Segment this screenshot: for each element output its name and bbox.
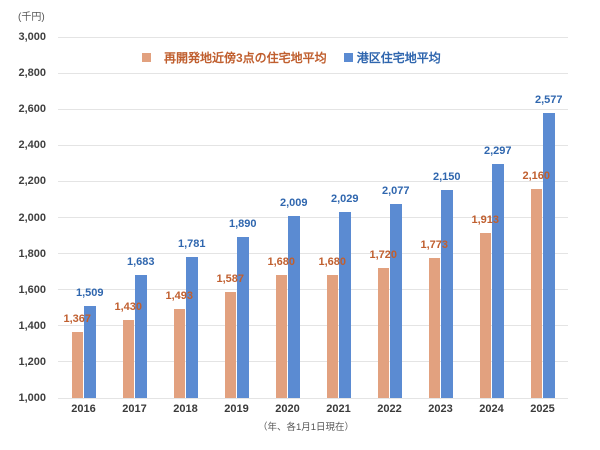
- gridline: [58, 397, 568, 399]
- bar-value-label-minato-avg-2024: 2,297: [483, 144, 512, 157]
- y-axis-tick-label: 1,800: [18, 247, 46, 260]
- bar-value-label-redevelopment-avg-2016: 1,367: [63, 312, 92, 325]
- legend-swatch-redevelopment-avg-icon: [142, 53, 151, 62]
- bar-value-label-redevelopment-avg-2025: 2,160: [522, 169, 551, 182]
- y-axis-tick-label: 1,000: [18, 392, 46, 404]
- bar-value-label-minato-avg-2021: 2,029: [330, 193, 359, 206]
- bar-minato-avg-2017: [135, 274, 147, 398]
- bar-redevelopment-avg-2016: [71, 331, 83, 398]
- bar-value-label-redevelopment-avg-2017: 1,430: [114, 301, 143, 314]
- bar-minato-avg-2023: [441, 190, 453, 398]
- x-axis-label-2021: 2021: [326, 403, 351, 415]
- y-axis-tick-label: 2,800: [18, 67, 46, 80]
- bar-redevelopment-avg-2023: [428, 258, 440, 398]
- x-axis-label-2019: 2019: [224, 403, 249, 415]
- bar-value-label-minato-avg-2022: 2,077: [381, 184, 410, 197]
- bar-value-label-redevelopment-avg-2022: 1,720: [369, 249, 398, 262]
- bar-minato-avg-2019: [237, 237, 249, 398]
- gridline: [58, 108, 568, 110]
- bar-minato-avg-2020: [288, 215, 300, 398]
- bar-value-label-redevelopment-avg-2024: 1,913: [471, 214, 500, 227]
- y-axis-tick-label: 2,200: [18, 175, 46, 188]
- bar-value-label-redevelopment-avg-2019: 1,587: [216, 273, 245, 286]
- bar-minato-avg-2025: [543, 113, 555, 398]
- x-axis-label-2025: 2025: [530, 403, 555, 415]
- x-axis-label-2022: 2022: [377, 403, 402, 415]
- gridline: [58, 325, 568, 327]
- y-axis-tick-label: 1,600: [18, 283, 46, 296]
- bar-redevelopment-avg-2024: [479, 233, 491, 398]
- legend-item-redevelopment-avg: 再開発地近傍3点の住宅地平均: [142, 49, 327, 66]
- bar-value-label-minato-avg-2020: 2,009: [279, 196, 308, 209]
- legend-label-redevelopment-avg: 再開発地近傍3点の住宅地平均: [164, 51, 327, 65]
- x-axis-label-2018: 2018: [173, 403, 198, 415]
- bar-redevelopment-avg-2020: [275, 275, 287, 398]
- y-axis-unit-label: (千円): [18, 12, 45, 23]
- legend-label-minato-avg: 港区住宅地平均: [356, 51, 441, 65]
- gridline: [58, 180, 568, 182]
- bar-redevelopment-avg-2017: [122, 320, 134, 398]
- gridline: [58, 289, 568, 291]
- gridline: [58, 361, 568, 363]
- y-axis-tick-label: 3,000: [18, 31, 46, 43]
- y-axis-tick-label: 1,200: [18, 355, 46, 368]
- x-axis-footnote: （年、各1月1日現在）: [257, 422, 355, 433]
- gridline: [58, 36, 568, 38]
- bar-value-label-minato-avg-2023: 2,150: [432, 171, 461, 184]
- bar-value-label-minato-avg-2016: 1,509: [75, 287, 104, 300]
- gridline: [58, 144, 568, 146]
- bar-minato-avg-2021: [339, 212, 351, 398]
- y-axis-tick-label: 1,400: [18, 319, 46, 332]
- x-axis-label-2016: 2016: [71, 403, 96, 415]
- bar-redevelopment-avg-2022: [377, 268, 389, 398]
- x-axis-label-2024: 2024: [479, 403, 504, 415]
- bar-value-label-redevelopment-avg-2020: 1,680: [267, 256, 296, 269]
- bar-minato-avg-2024: [492, 163, 504, 398]
- plot-area: 1,367 1,509 1,430 1,683 1,493 1,781 1,587 1,890…: [58, 36, 568, 399]
- y-axis-tick-label: 2,000: [18, 211, 46, 224]
- bar-value-label-redevelopment-avg-2021: 1,680: [318, 256, 347, 269]
- x-axis-label-2017: 2017: [122, 403, 147, 415]
- bar-redevelopment-avg-2025: [530, 188, 542, 398]
- y-axis-tick-label: 2,600: [18, 103, 46, 116]
- chart-legend: 再開発地近傍3点の住宅地平均 港区住宅地平均: [142, 49, 441, 66]
- bar-value-label-redevelopment-avg-2023: 1,773: [420, 239, 449, 252]
- legend-item-minato-avg: 港区住宅地平均: [343, 49, 441, 66]
- legend-swatch-minato-avg-icon: [343, 53, 353, 62]
- gridline: [58, 72, 568, 74]
- x-axis-label-2020: 2020: [275, 403, 300, 415]
- bar-minato-avg-2022: [390, 203, 402, 398]
- x-axis-label-2023: 2023: [428, 403, 453, 415]
- gridline: [58, 217, 568, 218]
- bar-value-label-minato-avg-2019: 1,890: [228, 218, 257, 231]
- bar-redevelopment-avg-2021: [326, 275, 338, 398]
- y-axis-tick-label: 2,400: [18, 139, 46, 152]
- bar-minato-avg-2016: [84, 306, 96, 398]
- bar-value-label-minato-avg-2018: 1,781: [177, 238, 206, 251]
- bar-value-label-redevelopment-avg-2018: 1,493: [165, 290, 194, 303]
- bar-redevelopment-avg-2019: [224, 292, 236, 398]
- bar-redevelopment-avg-2018: [173, 309, 185, 398]
- bar-value-label-minato-avg-2017: 1,683: [126, 255, 155, 268]
- gridline: [58, 253, 568, 255]
- bar-value-label-minato-avg-2025: 2,577: [534, 94, 563, 107]
- bar-minato-avg-2018: [186, 257, 198, 398]
